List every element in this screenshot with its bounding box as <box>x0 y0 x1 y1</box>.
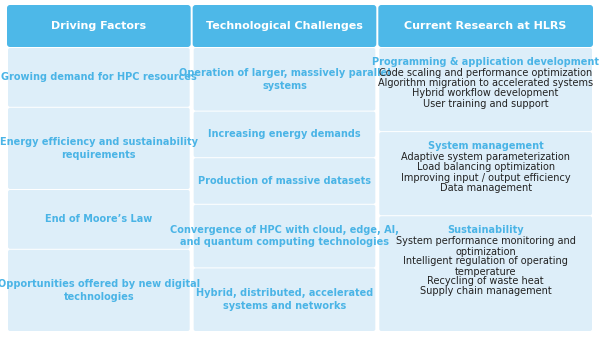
Text: End of Moore’s Law: End of Moore’s Law <box>45 214 152 224</box>
Text: Growing demand for HPC resources: Growing demand for HPC resources <box>1 72 197 82</box>
FancyBboxPatch shape <box>379 216 592 331</box>
FancyBboxPatch shape <box>194 268 376 331</box>
Text: Technological Challenges: Technological Challenges <box>206 21 363 31</box>
Text: Increasing energy demands: Increasing energy demands <box>208 129 361 140</box>
FancyBboxPatch shape <box>379 48 592 131</box>
FancyBboxPatch shape <box>379 132 592 215</box>
Text: Algorithm migration to accelerated systems: Algorithm migration to accelerated syste… <box>378 78 593 88</box>
Text: Hybrid, distributed, accelerated
systems and networks: Hybrid, distributed, accelerated systems… <box>196 288 373 311</box>
FancyBboxPatch shape <box>8 108 190 189</box>
FancyBboxPatch shape <box>194 158 376 204</box>
Text: Sustainability: Sustainability <box>448 225 524 235</box>
Text: System performance monitoring and
optimization: System performance monitoring and optimi… <box>396 236 575 257</box>
Text: Adaptive system parameterization: Adaptive system parameterization <box>401 152 570 162</box>
FancyBboxPatch shape <box>194 48 376 111</box>
Text: Code scaling and performance optimization: Code scaling and performance optimizatio… <box>379 67 592 78</box>
Text: Production of massive datasets: Production of massive datasets <box>198 176 371 186</box>
Text: Current Research at HLRS: Current Research at HLRS <box>404 21 567 31</box>
Text: Opportunities offered by new digital
technologies: Opportunities offered by new digital tec… <box>0 279 200 302</box>
FancyBboxPatch shape <box>8 190 190 249</box>
Text: Energy efficiency and sustainability
requirements: Energy efficiency and sustainability req… <box>0 137 198 160</box>
Text: Intelligent regulation of operating
temperature: Intelligent regulation of operating temp… <box>403 256 568 277</box>
FancyBboxPatch shape <box>194 112 376 157</box>
Text: Improving input / output efficiency: Improving input / output efficiency <box>401 173 571 183</box>
Text: Data management: Data management <box>440 183 532 193</box>
Text: Load balancing optimization: Load balancing optimization <box>416 162 555 172</box>
Text: System management: System management <box>428 141 544 151</box>
Text: Recycling of waste heat: Recycling of waste heat <box>427 276 544 286</box>
Text: User training and support: User training and support <box>423 99 548 109</box>
FancyBboxPatch shape <box>8 250 190 331</box>
Text: Programming & application development: Programming & application development <box>372 57 599 67</box>
FancyBboxPatch shape <box>7 5 191 47</box>
FancyBboxPatch shape <box>194 205 376 267</box>
Text: Supply chain management: Supply chain management <box>420 286 551 296</box>
FancyBboxPatch shape <box>193 5 376 47</box>
Text: Operation of larger, massively parallel
systems: Operation of larger, massively parallel … <box>179 68 391 91</box>
Text: Hybrid workflow development: Hybrid workflow development <box>412 89 559 98</box>
FancyBboxPatch shape <box>379 5 593 47</box>
Text: Convergence of HPC with cloud, edge, AI,
and quantum computing technologies: Convergence of HPC with cloud, edge, AI,… <box>170 225 399 247</box>
FancyBboxPatch shape <box>8 48 190 107</box>
Text: Driving Factors: Driving Factors <box>51 21 146 31</box>
